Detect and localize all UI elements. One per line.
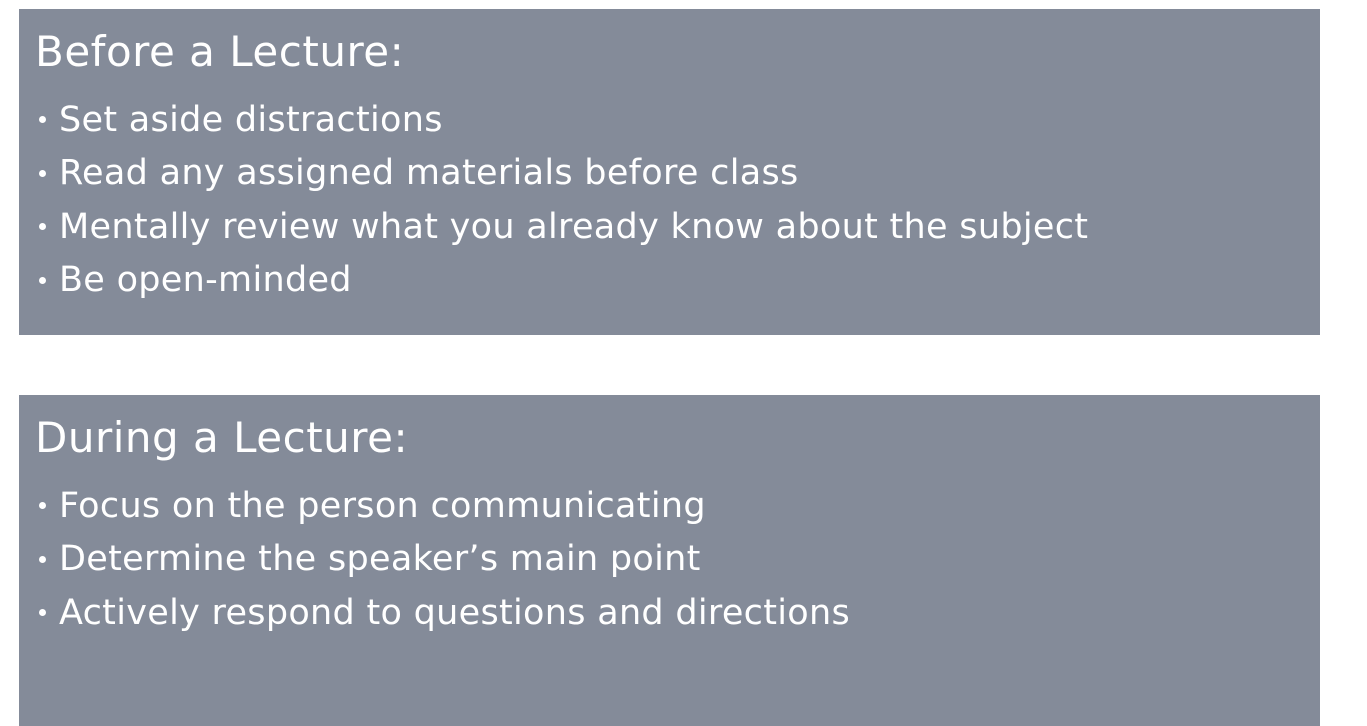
before-lecture-title: Before a Lecture: [35,27,405,76]
list-item: Focus on the person communicating [35,479,1320,533]
bullet-icon [39,223,46,231]
list-item-text: Be open-minded [59,260,352,301]
list-item-text: Mentally review what you already know ab… [59,206,1089,247]
bullet-icon [39,276,46,284]
list-item-text: Set aside distractions [59,99,443,140]
list-item-text: Actively respond to questions and direct… [59,592,850,633]
list-item: Mentally review what you already know ab… [35,200,1320,254]
during-lecture-list: Focus on the person communicating Determ… [35,479,1320,640]
during-lecture-panel: During a Lecture: Focus on the person co… [19,395,1320,726]
bullet-icon [39,502,46,510]
before-lecture-panel: Before a Lecture: Set aside distractions… [19,9,1320,335]
list-item: Actively respond to questions and direct… [35,586,1320,640]
list-item-text: Determine the speaker’s main point [59,539,701,580]
bullet-icon [39,116,46,124]
list-item-text: Read any assigned materials before class [59,153,799,194]
list-item: Set aside distractions [35,93,1320,147]
list-item: Read any assigned materials before class [35,147,1320,201]
bullet-icon [39,609,46,617]
bullet-icon [39,555,46,563]
list-item: Determine the speaker’s main point [35,533,1320,587]
list-item: Be open-minded [35,254,1320,308]
during-lecture-title: During a Lecture: [35,413,409,462]
before-lecture-list: Set aside distractions Read any assigned… [35,93,1320,307]
list-item-text: Focus on the person communicating [59,485,706,526]
bullet-icon [39,169,46,177]
